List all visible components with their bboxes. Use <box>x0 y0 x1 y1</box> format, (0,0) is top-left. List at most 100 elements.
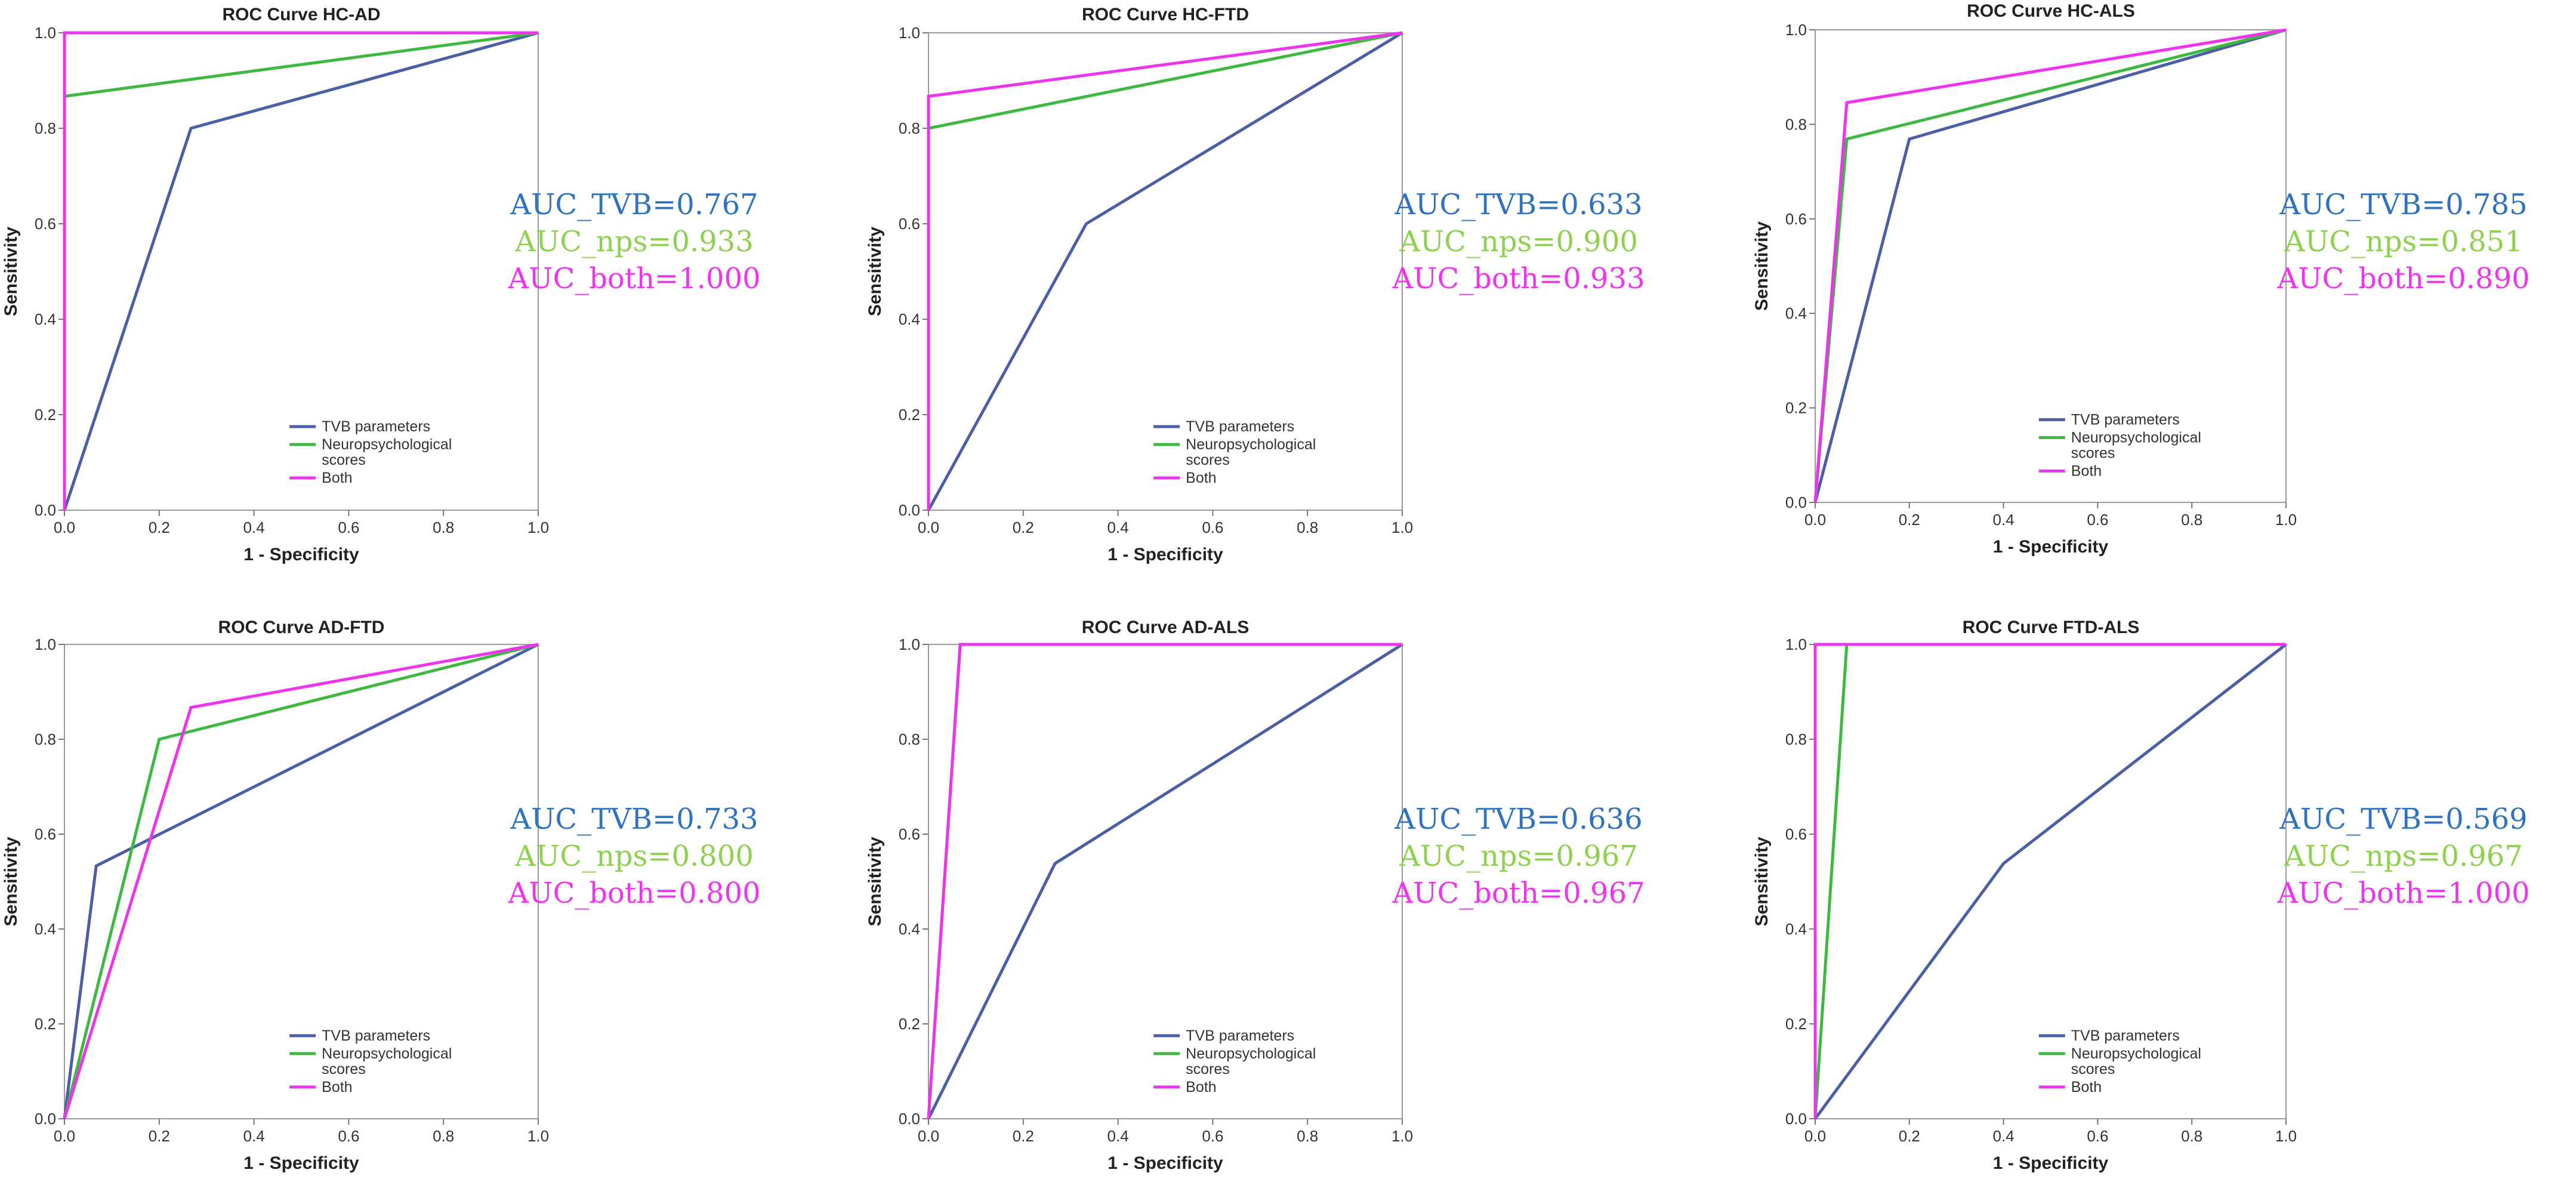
y-tick-label: 0.8 <box>35 730 56 748</box>
y-tick-label: 0.6 <box>1785 825 1807 843</box>
y-axis-label: Sensitivity <box>865 227 885 316</box>
x-tick-label: 0.8 <box>2181 1127 2202 1145</box>
auc-nps-label: AUC_nps=0.900 <box>1399 225 1638 258</box>
y-tick-label: 1.0 <box>35 24 56 42</box>
auc-both-label: AUC_both=1.000 <box>2276 876 2529 910</box>
auc-nps-label: AUC_nps=0.967 <box>1399 840 1638 873</box>
y-tick-label: 1.0 <box>35 635 56 653</box>
x-tick-label: 0.8 <box>433 518 454 536</box>
y-tick-label: 0.0 <box>899 501 920 519</box>
y-tick-label: 0.4 <box>899 920 920 938</box>
y-tick-label: 0.2 <box>35 1015 56 1033</box>
legend-label-nps: scores <box>2071 1061 2115 1078</box>
y-tick-label: 0.6 <box>35 825 56 843</box>
legend-label-nps: scores <box>1186 452 1230 468</box>
series-line-both <box>1813 643 2286 1119</box>
legend-label-both: Both <box>2071 1079 2102 1095</box>
x-tick-label: 0.6 <box>1202 518 1223 536</box>
y-tick-label: 0.2 <box>899 1015 920 1033</box>
series-line-nps <box>1813 28 2287 503</box>
legend-label-tvb: TVB parameters <box>2071 1027 2180 1044</box>
auc-tvb-label: AUC_TVB=0.785 <box>2279 188 2527 221</box>
x-tick-label: 0.6 <box>2087 1127 2108 1145</box>
x-tick-label: 0.8 <box>433 1127 454 1145</box>
y-axis-label: Sensitivity <box>1752 221 1772 311</box>
x-axis-label: 1 - Specificity <box>1107 545 1223 564</box>
roc-panel-1: ROC Curve HC-AD 0.0 0.2 0.4 0.6 0.8 1.0 0.0 0.2 0… <box>1 5 761 564</box>
legend-label-nps: Neuropsychological <box>2071 1045 2201 1062</box>
series-line-both <box>927 643 1402 1119</box>
x-tick-label: 0.8 <box>2181 511 2202 529</box>
y-tick-label: 0.6 <box>899 215 920 233</box>
x-axis-label: 1 - Specificity <box>243 1153 359 1173</box>
chart-title: ROC Curve AD-FTD <box>218 618 385 637</box>
x-tick-label: 1.0 <box>1392 1127 1413 1145</box>
x-tick-label: 0.6 <box>338 1127 359 1145</box>
y-tick-label: 0.4 <box>35 920 56 938</box>
series-line-both <box>927 31 1403 510</box>
auc-nps-label: AUC_nps=0.933 <box>514 225 754 258</box>
roc-panel-3: ROC Curve HC-ALS 0.0 0.2 0.4 0.6 0.8 1.0 0.0 0.2… <box>1752 1 2530 557</box>
auc-both-label: AUC_both=0.933 <box>1392 262 1645 295</box>
y-tick-label: 1.0 <box>899 635 920 653</box>
y-tick-label: 1.0 <box>899 24 920 42</box>
series-line-nps <box>927 643 1402 1119</box>
legend-label-both: Both <box>2071 462 2102 479</box>
series-line-nps <box>63 31 539 510</box>
x-axis-label: 1 - Specificity <box>1107 1153 1223 1173</box>
y-tick-label: 0.0 <box>899 1110 920 1128</box>
legend-label-nps: Neuropsychological <box>2071 429 2201 446</box>
legend-label-nps: Neuropsychological <box>1186 436 1316 453</box>
y-axis-label: Sensitivity <box>1 837 21 926</box>
x-axis-label: 1 - Specificity <box>1993 537 2109 557</box>
plot-frame <box>1815 644 2287 1119</box>
legend-label-both: Both <box>322 1079 352 1095</box>
x-tick-label: 0.6 <box>1202 1127 1223 1145</box>
legend-label-both: Both <box>1186 470 1216 486</box>
x-tick-label: 0.2 <box>149 518 170 536</box>
auc-tvb-label: AUC_TVB=0.636 <box>1394 803 1642 836</box>
y-tick-label: 0.2 <box>899 406 920 424</box>
auc-both-label: AUC_both=0.967 <box>1392 876 1645 910</box>
legend-label-nps: scores <box>2071 445 2115 461</box>
y-tick-label: 0.8 <box>35 119 56 137</box>
y-tick-label: 0.0 <box>1785 1110 1807 1128</box>
y-tick-label: 0.2 <box>1785 399 1807 417</box>
series-line-tvb <box>927 31 1403 511</box>
x-tick-label: 0.0 <box>1804 1127 1826 1145</box>
auc-both-label: AUC_both=1.000 <box>507 262 760 295</box>
x-tick-label: 0.6 <box>2087 511 2108 529</box>
auc-tvb-label: AUC_TVB=0.733 <box>510 803 758 836</box>
x-tick-label: 0.0 <box>54 518 75 536</box>
y-axis-label: Sensitivity <box>865 837 885 926</box>
series-line-nps <box>63 643 539 1119</box>
legend-label-tvb: TVB parameters <box>1186 1027 1294 1044</box>
series-line-both <box>63 31 538 510</box>
legend-label-tvb: TVB parameters <box>322 418 430 435</box>
x-tick-label: 0.0 <box>918 1127 939 1145</box>
y-tick-label: 0.4 <box>1785 920 1807 938</box>
x-tick-label: 0.4 <box>1107 518 1129 536</box>
x-tick-label: 0.0 <box>54 1127 75 1145</box>
y-axis-label: Sensitivity <box>1 227 21 316</box>
x-tick-label: 0.4 <box>1107 1127 1129 1145</box>
x-tick-label: 0.4 <box>1993 511 2014 529</box>
auc-nps-label: AUC_nps=0.851 <box>2284 225 2523 258</box>
x-tick-label: 0.8 <box>1297 518 1318 536</box>
legend-label-both: Both <box>322 470 352 486</box>
x-tick-label: 0.4 <box>243 518 265 536</box>
legend-label-both: Both <box>1186 1079 1216 1095</box>
y-tick-label: 1.0 <box>1785 635 1807 653</box>
y-tick-label: 0.6 <box>35 215 56 233</box>
y-tick-label: 0.8 <box>1785 115 1807 133</box>
series-line-both <box>63 643 539 1119</box>
y-axis-label: Sensitivity <box>1752 837 1772 926</box>
x-tick-label: 0.4 <box>1993 1127 2014 1145</box>
auc-both-label: AUC_both=0.800 <box>507 876 760 910</box>
series-line-nps <box>927 31 1403 510</box>
series-line-tvb <box>63 643 539 1119</box>
legend-label-nps: Neuropsychological <box>322 1045 452 1062</box>
auc-tvb-label: AUC_TVB=0.569 <box>2279 803 2527 836</box>
x-tick-label: 1.0 <box>527 1127 549 1145</box>
